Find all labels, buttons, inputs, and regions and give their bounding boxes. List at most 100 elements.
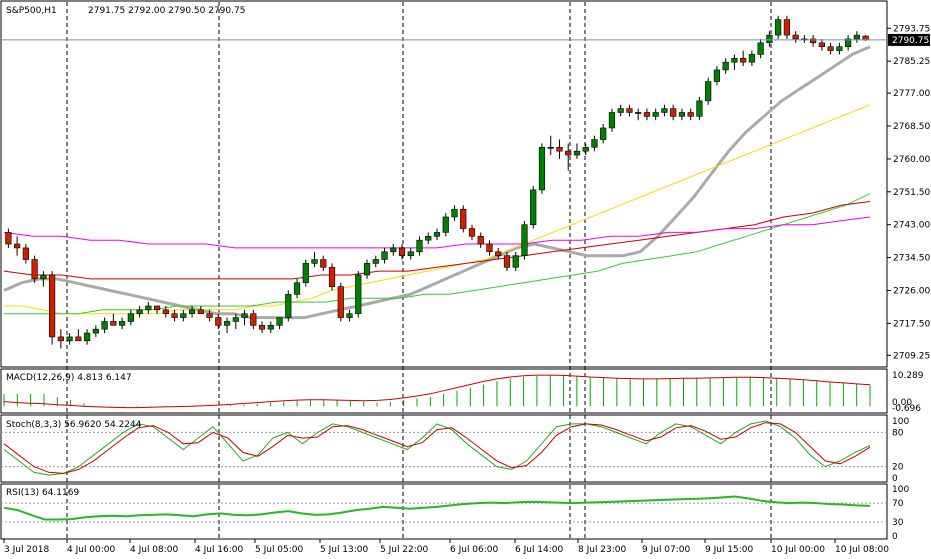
candle-body	[110, 321, 117, 326]
price-tick-label: 2777.00	[893, 89, 930, 99]
last-price-tag: 2790.75	[892, 36, 929, 46]
candle-body	[372, 259, 379, 264]
price-tick-label: 2751.50	[893, 188, 930, 198]
last-price-tag-bg	[888, 33, 930, 46]
candle-body	[530, 189, 537, 225]
candle-body	[84, 332, 91, 342]
time-tick-label: 4 Jul 16:00	[195, 545, 244, 555]
candle-body	[766, 34, 773, 44]
candle-body	[425, 236, 432, 241]
candle-body	[57, 336, 64, 342]
candle-body	[206, 313, 213, 318]
macd-tick-top: 10.289	[892, 371, 924, 381]
price-axis-labels: 2793.75 2785.25 2777.00 2768.50 2760.00 2751.…	[887, 24, 930, 361]
candle-body	[705, 81, 712, 102]
candle-body	[661, 108, 668, 113]
candle-body	[442, 216, 449, 233]
stoch-tick-label: 100	[892, 417, 909, 427]
price-tick-label: 2726.00	[893, 286, 930, 296]
chart-header-symbol: S&P500,H1	[6, 6, 57, 16]
candle-body	[346, 313, 353, 318]
candle-body	[477, 236, 484, 245]
candle-body	[197, 309, 204, 314]
candle-body	[381, 251, 388, 260]
candle-body	[355, 274, 362, 314]
macd-indicator	[3, 374, 871, 409]
time-tick-label: 5 Jul 13:00	[320, 545, 369, 555]
stoch-tick-label: 0	[892, 474, 898, 484]
candle-body	[678, 112, 686, 117]
candle-body	[276, 317, 283, 326]
candle-body	[145, 305, 152, 311]
candle-body	[503, 255, 511, 268]
time-tick-label: 9 Jul 07:00	[642, 545, 691, 555]
candle-body	[687, 112, 694, 117]
stoch-tick-label: 80	[892, 428, 904, 438]
vertical-gridlines	[66, 2, 772, 538]
candle-body	[171, 313, 178, 318]
stoch-pane-frame	[0, 414, 888, 483]
time-tick-label: 4 Jul 08:00	[130, 545, 179, 555]
candle-body	[617, 108, 624, 113]
candle-body	[512, 255, 519, 268]
price-tick-label: 2760.00	[893, 155, 930, 165]
candle-body	[101, 321, 108, 330]
candle-body	[670, 108, 677, 117]
candle-body	[818, 42, 825, 47]
rsi-tick-label: 100	[892, 485, 909, 495]
candle-body	[547, 147, 554, 149]
candle-body	[258, 325, 266, 330]
candle-body	[320, 259, 327, 268]
chart-header-ohlc: 2791.75 2792.00 2790.50 2790.75	[88, 6, 245, 16]
time-tick-label: 6 Jul 06:00	[450, 545, 499, 555]
candle-body	[433, 232, 441, 237]
rsi-tick-label: 30	[892, 518, 904, 528]
candle-body	[836, 46, 843, 51]
price-tick-label: 2709.25	[893, 351, 930, 361]
macd-tick-bottom: -0.696	[892, 404, 921, 414]
candle-body	[827, 46, 834, 51]
candle-body	[451, 208, 458, 218]
candle-body	[293, 282, 301, 295]
candle-body	[5, 232, 12, 245]
rsi-pane-frame	[0, 483, 888, 540]
candle-body	[460, 208, 467, 229]
rsi-tick-label: 0	[892, 532, 898, 542]
rsi-tick-label: 70	[892, 499, 904, 509]
moving-average-line	[3, 216, 871, 249]
candle-body	[232, 317, 239, 322]
candle-body	[407, 251, 414, 256]
time-tick-label: 6 Jul 14:00	[515, 545, 564, 555]
macd-signal-line	[3, 374, 871, 409]
candle-body	[538, 147, 546, 191]
candle-body	[486, 243, 493, 253]
candle-body	[722, 61, 729, 71]
candle-body	[652, 112, 659, 117]
candle-body	[188, 309, 196, 314]
candle-body	[862, 35, 869, 41]
candle-body	[792, 34, 799, 40]
candle-body	[162, 309, 169, 314]
stoch-label: Stoch(8,3,3) 56.9620 54.2244	[6, 420, 142, 430]
candle-body	[363, 263, 371, 276]
candle-body	[783, 19, 790, 36]
candle-body	[153, 305, 161, 311]
price-tick-label: 2793.75	[893, 24, 930, 34]
price-tick-label: 2743.00	[893, 221, 930, 231]
candle-body	[22, 247, 29, 260]
price-tick-label: 2785.25	[893, 57, 930, 67]
candle-body	[267, 325, 274, 330]
candle-body	[775, 19, 782, 36]
candle-body	[810, 38, 817, 44]
candle-body	[14, 243, 21, 249]
candle-body	[573, 150, 581, 156]
candle-body	[250, 313, 257, 326]
candle-body	[215, 317, 222, 326]
time-tick-label: 10 Jul 00:00	[771, 545, 825, 555]
candle-body	[757, 42, 764, 55]
candle-body	[92, 328, 99, 334]
candle-body	[136, 309, 143, 314]
candle-body	[398, 247, 406, 256]
